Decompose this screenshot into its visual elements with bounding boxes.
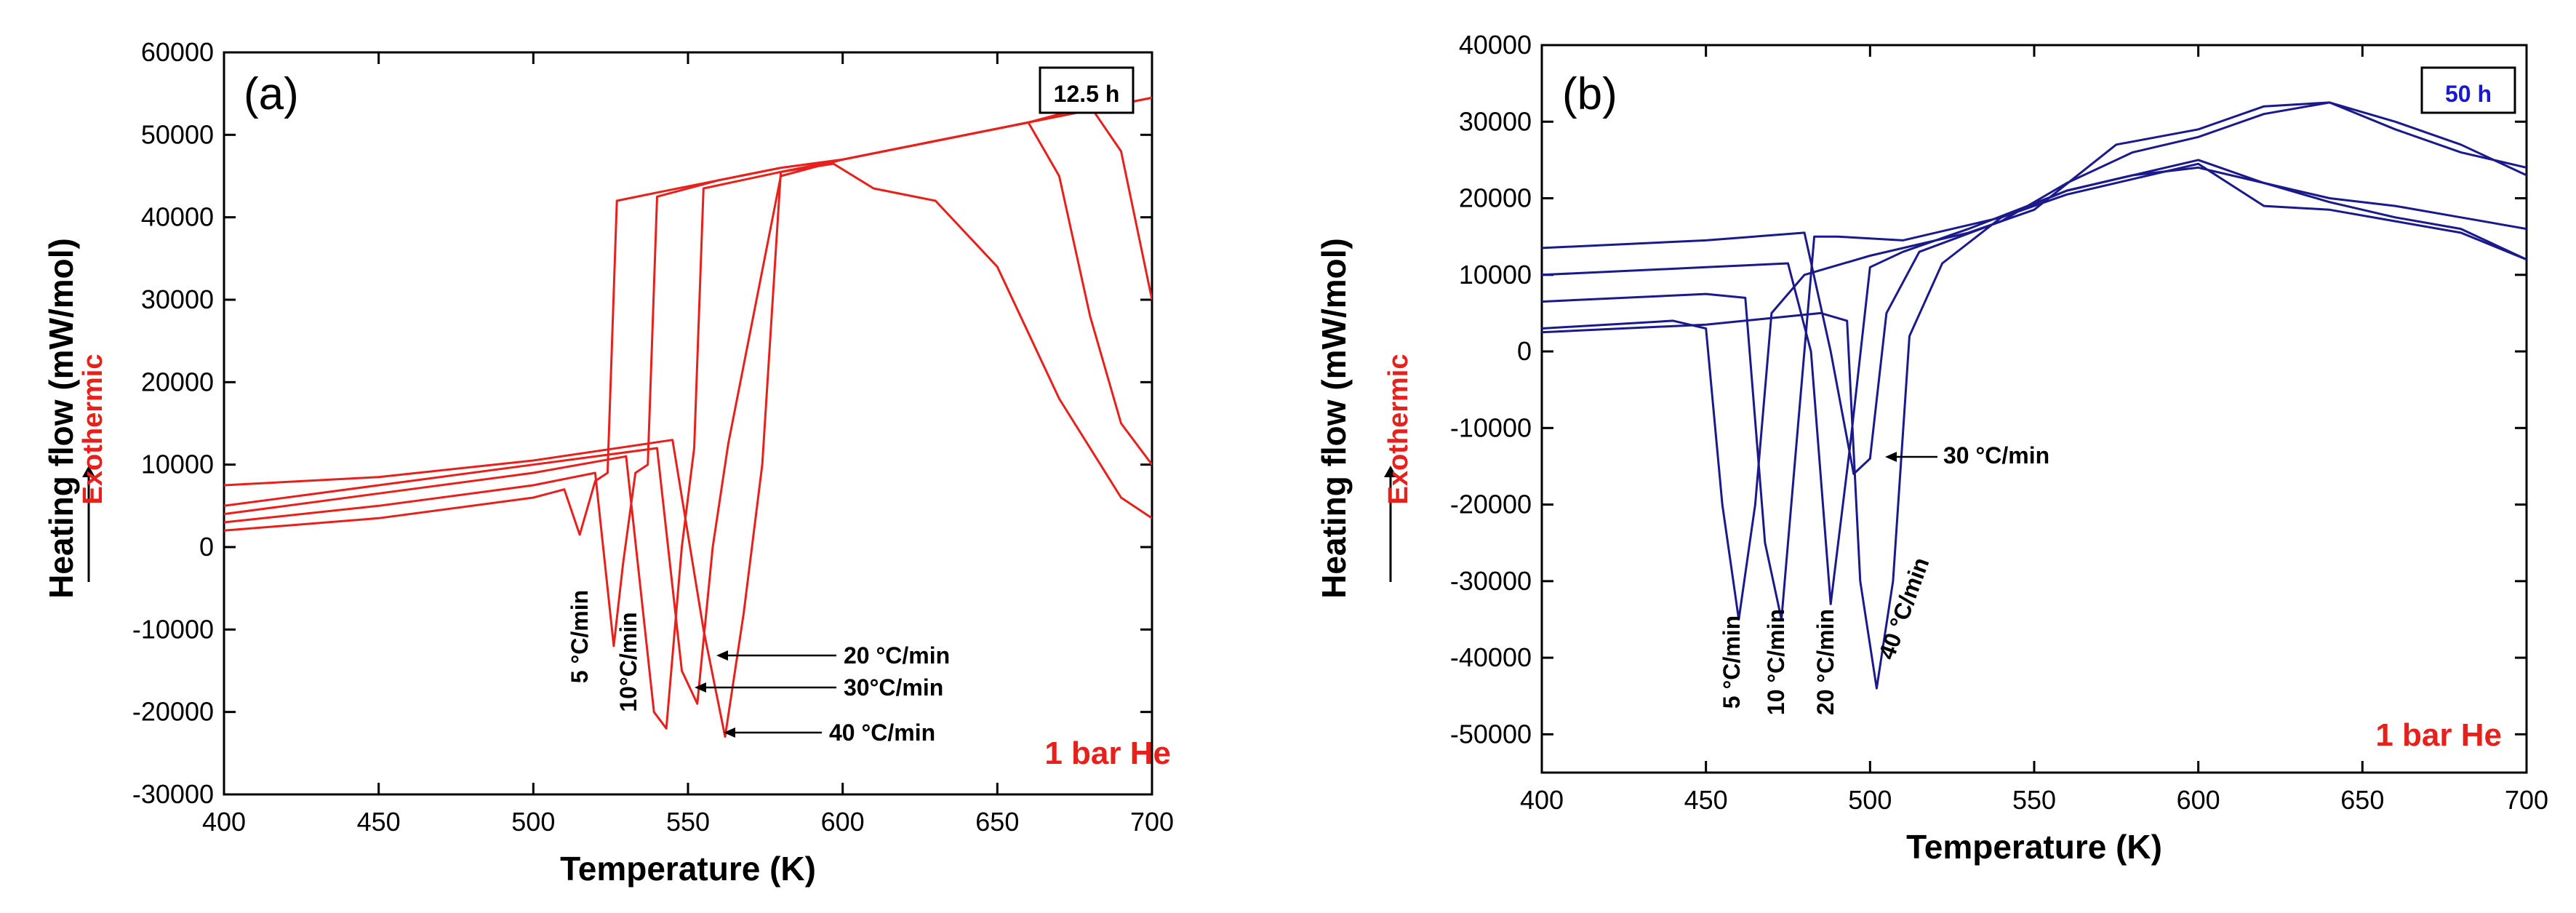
y-tick-label: 30000 [141,284,214,314]
x-tick-label: 550 [2012,785,2056,815]
x-tick-label: 500 [1848,785,1892,815]
y-tick-label: 40000 [141,202,214,232]
exothermic-arrowhead-icon [82,466,95,477]
series-line [224,96,1152,536]
y-axis-label: Heating flow (mW/mol) [1315,238,1353,599]
time-label: 50 h [2445,81,2492,107]
x-tick-label: 600 [2177,785,2220,815]
x-axis-label: Temperature (K) [560,850,816,888]
series-line [224,105,1152,738]
y-tick-label: -30000 [1450,566,1532,596]
y-tick-label: 0 [199,532,214,562]
rate-annotation: 20 °C/min [1812,609,1839,715]
x-axis-label: Temperature (K) [1906,828,2162,866]
exothermic-label: Exothermic [1383,354,1414,505]
rate-annotation: 30°C/min [844,674,943,701]
series-line [1542,159,2527,690]
x-tick-label: 500 [511,807,555,837]
condition-label: 1 bar He [1044,735,1171,771]
y-tick-label: 50000 [141,119,214,149]
series-line [1542,166,2527,605]
y-tick-label: 60000 [141,37,214,67]
rate-annotation: 5 °C/min [567,590,593,683]
y-tick-label: -10000 [1450,412,1532,442]
y-tick-label: -20000 [1450,490,1532,519]
y-tick-label: 20000 [1459,183,1532,213]
y-tick-label: 30000 [1459,106,1532,136]
chart-panel-b: 400 450 500 550 600 650 700 -50000 -40000 -30000 -… [1315,30,2548,866]
exothermic-arrowhead-icon [1384,466,1397,477]
time-label: 12.5 h [1054,81,1120,107]
rate-annotation: 10°C/min [615,612,641,711]
x-tick-label: 650 [2340,785,2384,815]
plot-frame [1540,44,2528,774]
rate-annotation: 20 °C/min [844,642,950,669]
time-label-box [1039,66,1135,114]
panel-label: (b) [1562,69,1617,119]
annotation-arrowhead-icon [695,682,706,693]
y-tick-label: -50000 [1450,719,1532,749]
x-tick-label: 600 [821,807,865,837]
y-tick-label: -30000 [132,779,214,809]
x-tick-label: 550 [666,807,710,837]
series-line [1542,101,2527,621]
x-tick-label: 700 [2505,785,2548,815]
rate-annotation: 10 °C/min [1763,609,1789,715]
rate-annotation: 40 °C/min [1873,554,1935,663]
time-label-box [2420,66,2516,114]
y-tick-label: 40000 [1459,30,1532,60]
annotation-arrowhead-icon [716,650,728,661]
series-line [224,162,1152,730]
x-tick-label: 400 [1520,785,1564,815]
y-tick-label: -10000 [132,614,214,644]
y-tick-label: -40000 [1450,642,1532,672]
rate-annotation: 30 °C/min [1943,442,2049,469]
series-line [224,121,1152,705]
y-tick-label: 10000 [1459,260,1532,290]
x-tick-label: 450 [357,807,401,837]
rate-annotation: 5 °C/min [1719,615,1745,709]
x-tick-label: 400 [202,807,246,837]
y-axis-label: Heating flow (mW/mol) [42,238,80,599]
y-tick-label: 20000 [141,367,214,396]
rate-annotation: 40 °C/min [829,719,935,746]
series-line [1542,101,2527,475]
series-line [1542,162,2527,621]
y-tick-label: 0 [1517,336,1532,366]
annotation-arrowhead-icon [724,727,735,738]
y-tick-label: -20000 [132,697,214,727]
exothermic-label: Exothermic [78,354,108,505]
x-tick-label: 650 [975,807,1019,837]
series-line [224,96,1152,647]
condition-label: 1 bar He [2375,717,2502,753]
y-tick-label: 10000 [141,450,214,479]
annotation-arrowhead-icon [1885,452,1897,462]
x-tick-label: 700 [1130,807,1174,837]
panel-label: (a) [244,69,299,119]
x-tick-label: 450 [1684,785,1728,815]
chart-panel-a: 400 450 500 550 600 650 700 -30000 -20000 -10000 0… [42,37,1174,888]
